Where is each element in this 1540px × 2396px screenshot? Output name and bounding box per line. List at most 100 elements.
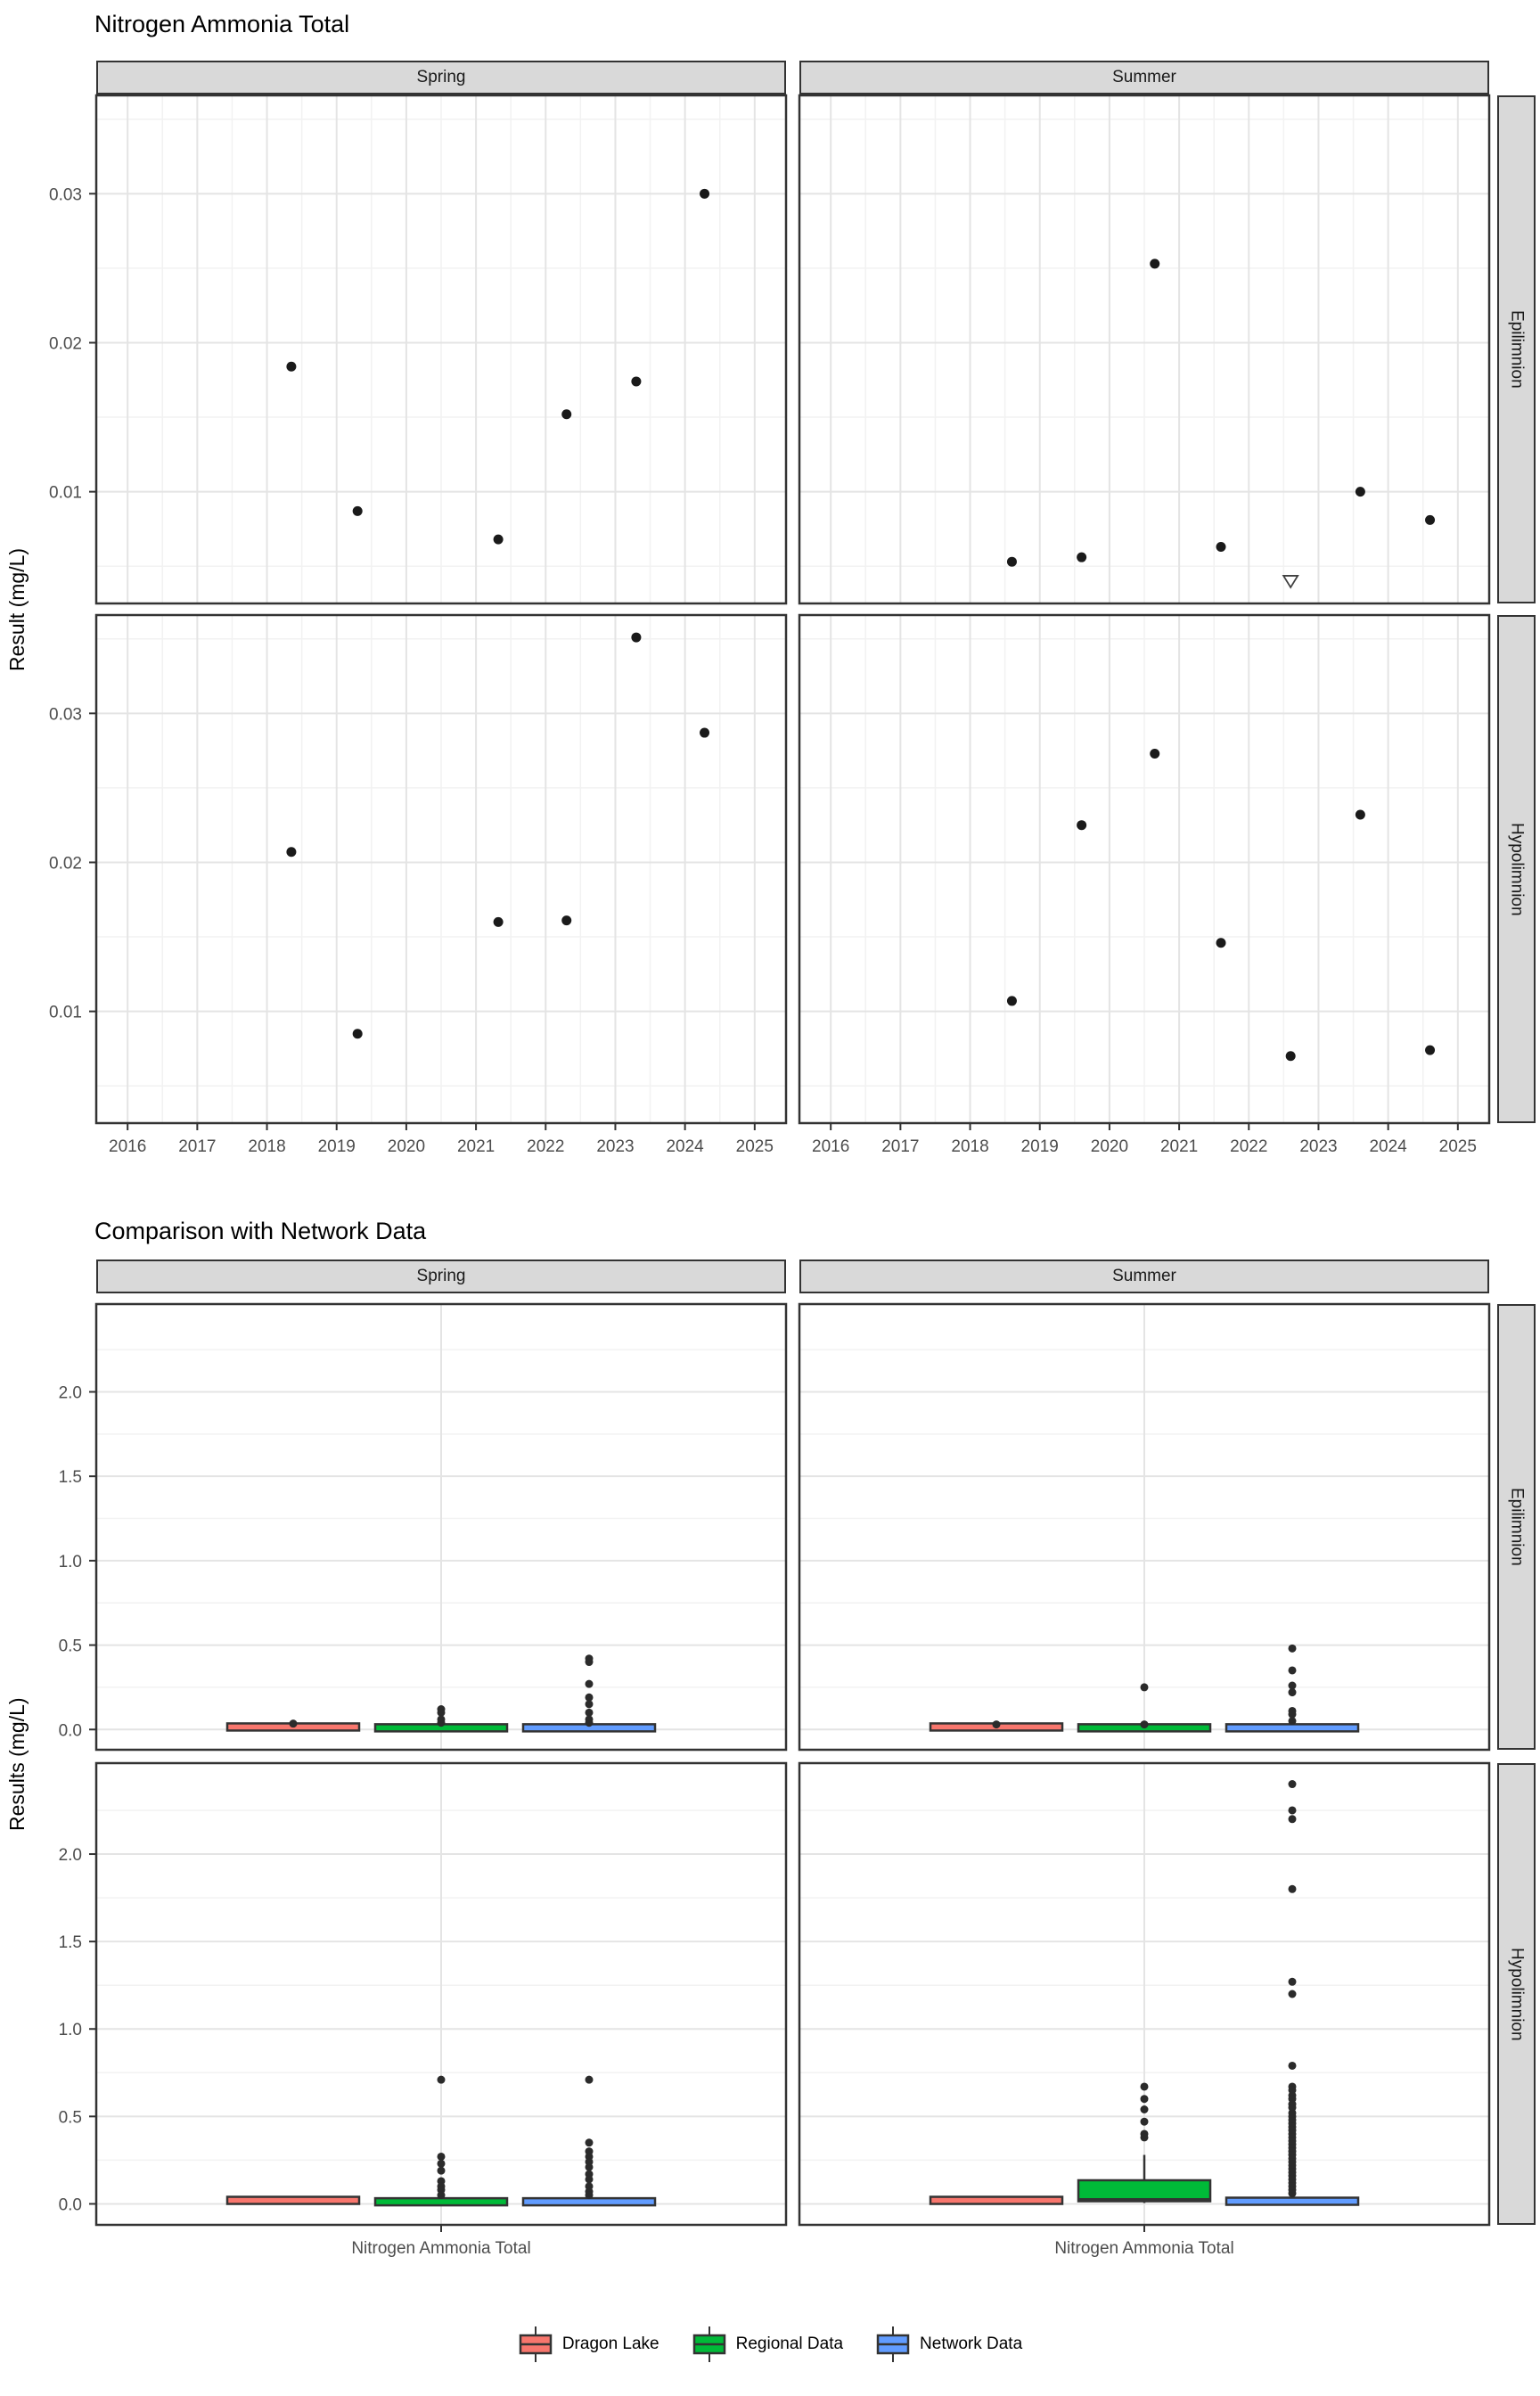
outlier-point [1288,1780,1297,1789]
axis-tick-label: 2019 [1021,1137,1059,1156]
axis-tick-label: 2022 [1230,1137,1267,1156]
figure1-title: Nitrogen Ammonia Total [94,11,350,37]
outlier-point [992,1720,1001,1729]
axis-tick-label: 2.0 [59,1383,82,1402]
outlier-point [585,1658,594,1667]
data-point [1285,1051,1296,1062]
strip-label: Epilimnion [1507,310,1527,389]
data-point [493,534,504,545]
data-point [631,632,642,643]
data-point [1150,748,1160,759]
axis-tick-label: 1.5 [59,1468,82,1487]
data-point [1355,809,1365,820]
data-point [700,188,710,199]
axis-tick-label: 2017 [178,1137,216,1156]
data-point [286,361,297,372]
outlier-point [585,2175,594,2184]
strip-label: Summer [1112,68,1176,86]
outlier-point [1140,1683,1149,1692]
axis-tick-label: 2020 [388,1137,425,1156]
axis-tick-label: 0.03 [49,705,82,724]
outlier-point [585,1679,594,1688]
panel-border [94,94,788,605]
data-point [1077,552,1087,562]
strip-label: Summer [1112,1267,1176,1285]
data-point [1006,556,1017,567]
axis-tick-label: 1.5 [59,1933,82,1952]
legend-label: Dragon Lake [561,2334,659,2353]
data-point [1425,1045,1436,1055]
outlier-point [585,1708,594,1717]
legend-item-network-data: Network Data [875,2325,1022,2364]
data-point [1216,541,1226,552]
boxplot-box [929,2195,1064,2205]
axis-tick-label: 0.02 [49,854,82,873]
outlier-point [1140,2117,1149,2126]
axis-tick-label: 2025 [1439,1137,1477,1156]
fig2-y-axis-title: Results (mg/L) [5,1697,29,1832]
fig1-row-strip-hypolimnion: Hypolimnion [1497,615,1536,1123]
axis-tick-label: 2024 [1369,1137,1407,1156]
boxplot-box [225,2195,361,2205]
data-point [352,505,363,516]
panel-border [798,94,1491,605]
axis-tick-label: 0.5 [59,2108,82,2127]
data-point [1425,514,1436,525]
axis-tick-label: 2023 [1299,1137,1337,1156]
outlier-point [1288,2061,1297,2070]
fig2-row-strip-hypolimnion: Hypolimnion [1497,1763,1536,2225]
boxplot-key-icon [876,2326,910,2362]
fig1-y-axis-title: Result (mg/L) [5,547,29,671]
outlier-point [437,1719,446,1727]
fig2-x-category-label-summer: Nitrogen Ammonia Total [1054,2239,1234,2258]
nondetect-triangle-icon [1282,575,1299,589]
axis-tick-label: 2021 [457,1137,495,1156]
outlier-point [585,1719,594,1727]
axis-tick-label: 2019 [318,1137,356,1156]
outlier-point [1140,2133,1149,2142]
axis-tick-label: 0.01 [49,1004,82,1022]
outlier-point [1140,2095,1149,2104]
data-point [1355,487,1365,497]
panel-border [94,1302,788,1752]
boxplot-box [1225,2196,1360,2206]
axis-tick-label: 2023 [596,1137,634,1156]
outlier-point [585,2138,594,2147]
panel-border [798,613,1491,1125]
axis-tick-label: 2018 [951,1137,988,1156]
axis-tick-label: 2016 [812,1137,849,1156]
outlier-point [437,2075,446,2084]
figure2-title: Comparison with Network Data [94,1218,427,1244]
outlier-point [1288,1815,1297,1824]
data-point [561,915,572,926]
axis-tick-label: 0.0 [59,2195,82,2214]
axis-tick-label: 1.0 [59,1553,82,1571]
panel-border [798,1302,1491,1752]
axis-tick-label: 2024 [666,1137,704,1156]
axis-tick-label: 0.03 [49,185,82,204]
legend-label: Network Data [920,2334,1023,2353]
data-point [1006,996,1017,1006]
outlier-point [1288,1710,1297,1719]
outlier-point [1288,1666,1297,1675]
outlier-point [1288,2189,1297,2198]
axis-tick-label: 2018 [248,1137,285,1156]
outlier-point [1288,1806,1297,1815]
outlier-point [1140,1720,1149,1729]
outlier-point [437,2159,446,2168]
axis-tick-label: 2021 [1160,1137,1198,1156]
outlier-point [1288,1884,1297,1893]
legend-item-regional-data: Regional Data [692,2325,843,2364]
axis-tick-label: 2.0 [59,1846,82,1865]
strip-label: Hypolimnion [1507,822,1527,916]
axis-tick-label: 0.5 [59,1637,82,1656]
data-point [352,1029,363,1039]
data-point [286,847,297,857]
outlier-point [1288,1644,1297,1653]
outlier-point [1288,1688,1297,1697]
boxplot-box [1225,1723,1360,1733]
boxplot-box [521,2196,657,2207]
data-point [561,409,572,420]
